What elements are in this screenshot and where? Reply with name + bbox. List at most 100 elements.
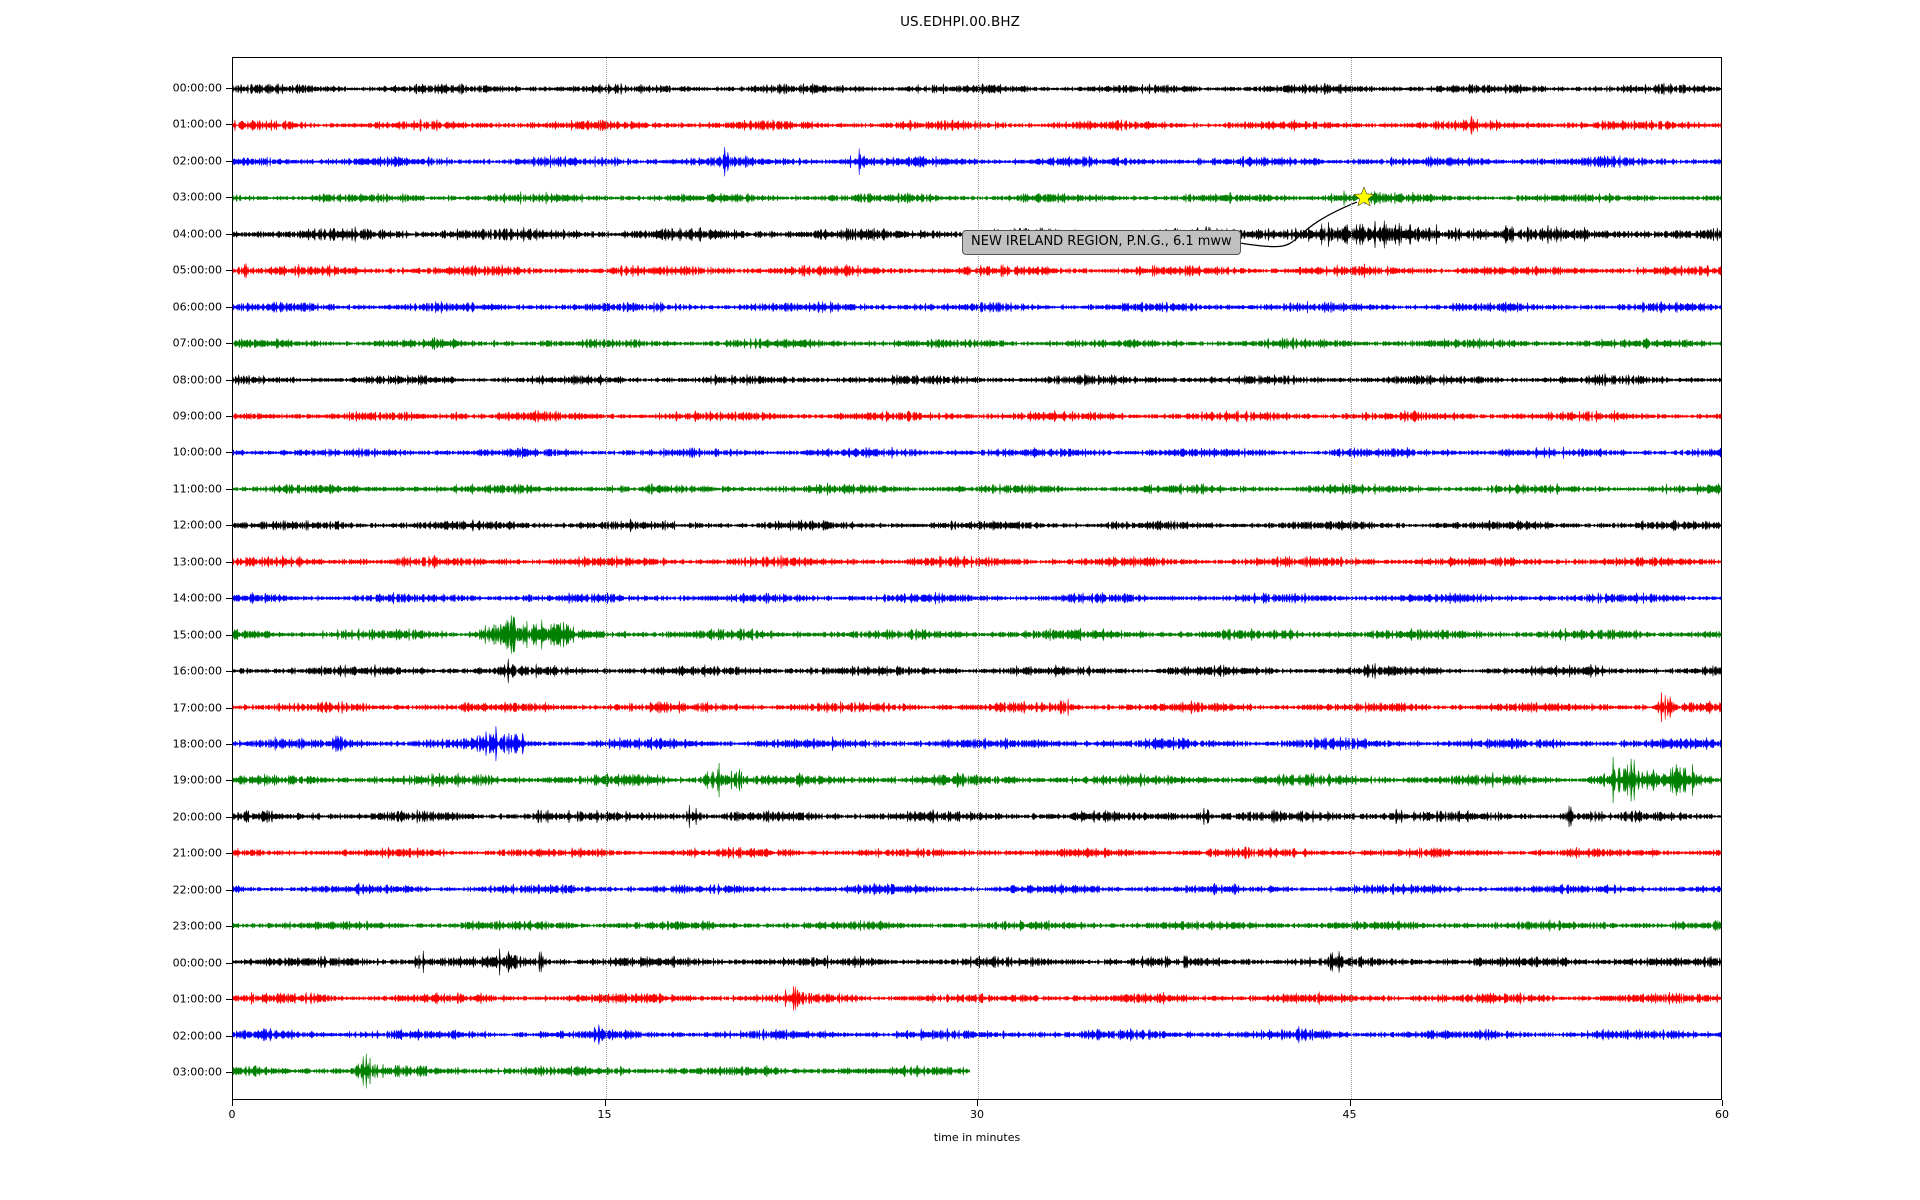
y-axis-tick-label: 03:00:00 — [172, 190, 222, 204]
y-axis-tick-label: 04:00:00 — [172, 227, 222, 241]
seismogram-trace — [232, 757, 1722, 803]
seismogram-trace — [232, 986, 1722, 1011]
y-axis-tick-label: 06:00:00 — [172, 300, 222, 314]
seismogram-trace — [232, 846, 1722, 860]
y-axis-tick-label: 23:00:00 — [172, 919, 222, 933]
y-axis-tick-label: 10:00:00 — [172, 445, 222, 459]
y-axis-tick-label: 09:00:00 — [172, 409, 222, 423]
event-annotation-label[interactable]: NEW IRELAND REGION, P.N.G., 6.1 mww — [962, 230, 1241, 256]
y-axis-tick-mark — [226, 561, 232, 563]
seismogram-trace — [232, 615, 1722, 654]
y-axis-tick-label: 01:00:00 — [172, 992, 222, 1006]
y-axis-tick-label: 03:00:00 — [172, 1065, 222, 1079]
y-axis-tick-label: 22:00:00 — [172, 883, 222, 897]
page-title: US.EDHPI.00.BHZ — [900, 14, 1020, 30]
y-axis-tick-label: 15:00:00 — [172, 628, 222, 642]
y-axis-tick-mark — [226, 999, 232, 1001]
y-axis-tick-mark — [226, 525, 232, 527]
seismogram-trace — [232, 658, 1722, 684]
y-axis-tick-mark — [226, 233, 232, 235]
y-axis-tick-label: 05:00:00 — [172, 263, 222, 277]
y-axis-tick-label: 18:00:00 — [172, 737, 222, 751]
y-axis-tick-mark — [226, 1072, 232, 1073]
x-axis-tick-label: 15 — [597, 1108, 612, 1121]
seismogram-trace — [232, 554, 1722, 570]
seismogram-trace — [232, 263, 1722, 279]
x-axis-tick-mark — [1349, 1100, 1351, 1106]
plot-axes-frame — [232, 57, 1722, 1100]
seismogram-trace — [232, 82, 1722, 96]
vertical-gridline — [978, 58, 979, 1099]
y-axis-tick-mark — [226, 816, 232, 818]
y-axis-tick-label: 20:00:00 — [172, 810, 222, 824]
y-axis-tick-mark — [226, 926, 232, 928]
y-axis-tick-label: 21:00:00 — [172, 846, 222, 860]
y-axis-tick-label: 17:00:00 — [172, 701, 222, 715]
y-axis-tick-mark — [226, 889, 232, 891]
y-axis-tick-mark — [226, 124, 232, 126]
y-axis-tick-label: 07:00:00 — [172, 336, 222, 350]
x-axis-tick-label: 60 — [1715, 1108, 1729, 1121]
vertical-gridline — [605, 58, 607, 1099]
seismogram-trace — [232, 300, 1722, 314]
seismogram-trace — [232, 591, 1722, 605]
y-axis-tick-mark — [226, 416, 232, 417]
x-axis-tick-mark — [1722, 1100, 1723, 1106]
seismogram-trace — [232, 409, 1722, 424]
seismogram-trace — [232, 518, 1722, 533]
seismogram-trace — [232, 726, 1722, 762]
seismogram-trace — [232, 147, 1722, 177]
y-axis-tick-mark — [226, 270, 232, 272]
x-axis-tick-label: 0 — [228, 1108, 236, 1121]
seismogram-trace — [232, 1024, 1722, 1045]
seismogram-trace — [232, 446, 1722, 459]
y-axis-tick-label: 08:00:00 — [172, 373, 222, 387]
x-axis-tick-label: 45 — [1342, 1108, 1357, 1121]
y-axis-tick-label: 00:00:00 — [172, 956, 222, 970]
y-axis-tick-labels: 00:00:00 01:00:00 02:00:00 03:00:00 04:00:00… — [150, 57, 222, 1100]
y-axis-tick-mark — [226, 1035, 232, 1037]
seismogram-trace — [232, 919, 1722, 932]
y-axis-tick-label: 14:00:00 — [172, 591, 222, 605]
y-axis-tick-mark — [226, 88, 232, 89]
y-axis-tick-label: 16:00:00 — [172, 664, 222, 678]
y-axis-tick-mark — [226, 160, 232, 162]
y-axis-tick-mark — [226, 343, 232, 345]
y-axis-tick-label: 02:00:00 — [172, 154, 222, 168]
y-axis-tick-label: 13:00:00 — [172, 555, 222, 569]
y-axis-tick-label: 02:00:00 — [172, 1029, 222, 1043]
x-axis-label: time in minutes — [933, 1131, 1021, 1144]
x-axis-tick-label: 30 — [970, 1108, 984, 1121]
y-axis-tick-mark — [226, 197, 232, 199]
seismogram-trace — [232, 190, 1722, 206]
seismogram-trace — [232, 804, 1722, 829]
y-axis-tick-mark — [226, 780, 232, 782]
seismogram-trace — [232, 882, 1722, 897]
y-axis-tick-mark — [226, 598, 232, 600]
y-axis-tick-label: 11:00:00 — [172, 482, 222, 496]
seismogram-trace — [232, 948, 1722, 976]
x-axis-tick-mark — [232, 1100, 233, 1106]
y-axis-tick-mark — [226, 634, 232, 636]
seismogram-trace — [232, 115, 1722, 135]
y-axis-tick-mark — [226, 962, 232, 964]
seismogram-trace — [232, 336, 1722, 351]
vertical-gridline — [1350, 58, 1352, 1099]
annotation-connector-arrow — [1240, 201, 1358, 248]
y-axis-tick-mark — [226, 488, 232, 490]
annotation-overlay-layer — [1240, 201, 1358, 248]
y-axis-tick-mark — [226, 853, 232, 855]
y-axis-tick-label: 01:00:00 — [172, 117, 222, 131]
seismogram-trace — [232, 373, 1722, 387]
seismogram-trace — [232, 1053, 970, 1089]
y-axis-tick-label: 12:00:00 — [172, 518, 222, 532]
y-axis-tick-mark — [226, 707, 232, 709]
y-axis-tick-label: 00:00:00 — [172, 81, 222, 95]
x-axis-tick-mark — [604, 1100, 606, 1106]
y-axis-tick-label: 19:00:00 — [172, 773, 222, 787]
y-axis-tick-mark — [226, 744, 232, 745]
y-axis-tick-mark — [226, 306, 232, 308]
y-axis-tick-mark — [226, 671, 232, 673]
y-axis-tick-mark — [226, 452, 232, 454]
